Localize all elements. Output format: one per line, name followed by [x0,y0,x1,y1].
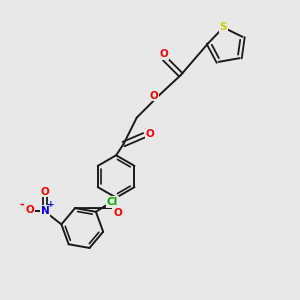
Text: O: O [149,91,158,100]
Text: -: - [19,200,24,210]
Text: +: + [47,200,55,209]
Text: O: O [25,205,34,214]
Text: S: S [220,22,227,32]
Text: O: O [160,49,168,59]
Text: O: O [41,187,50,197]
Text: O: O [113,208,122,218]
Text: O: O [146,129,154,139]
Text: N: N [41,206,50,216]
Text: Cl: Cl [106,197,118,207]
